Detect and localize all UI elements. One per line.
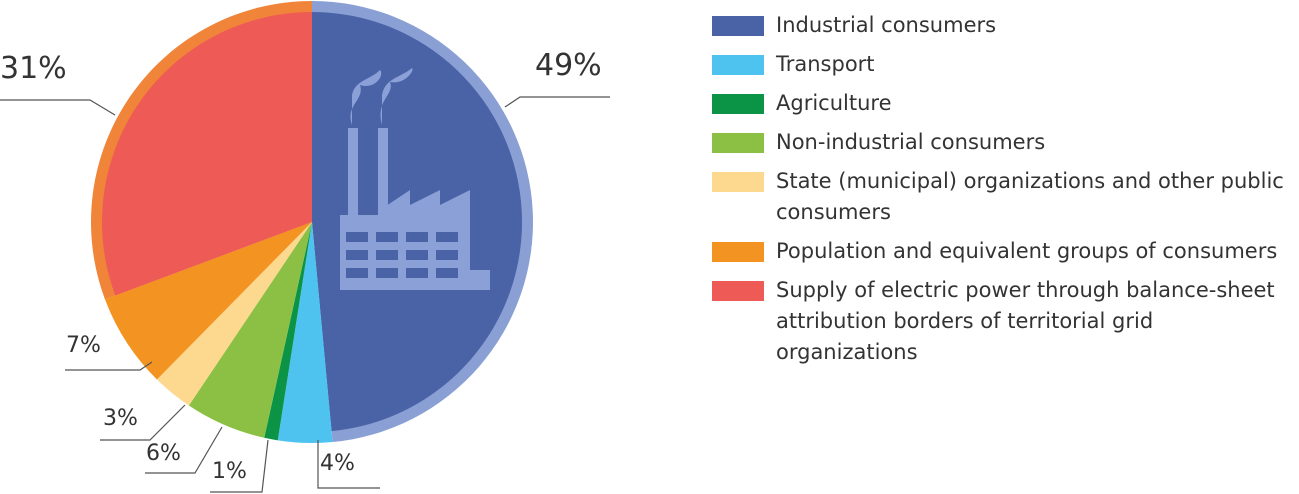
icon-window xyxy=(346,250,368,260)
slice xyxy=(156,222,312,406)
legend-item: Agriculture xyxy=(712,88,1297,119)
legend-swatch xyxy=(712,55,764,75)
icon xyxy=(350,68,413,125)
icon-window xyxy=(346,232,368,242)
icon-window xyxy=(376,268,398,278)
leader-line xyxy=(317,440,380,489)
legend-item: Industrial consumers xyxy=(712,10,1297,41)
leader-line xyxy=(0,99,116,116)
icon-window xyxy=(436,250,458,260)
legend-item: State (municipal) organizations and othe… xyxy=(712,166,1297,228)
slice xyxy=(264,222,312,441)
legend-item: Supply of electric power through balance… xyxy=(712,275,1297,368)
leader-line xyxy=(145,426,223,474)
legend-swatch xyxy=(712,172,764,192)
legend-swatch xyxy=(712,133,764,153)
slice xyxy=(104,222,312,380)
icon-window xyxy=(376,232,398,242)
data-label: 7% xyxy=(66,333,101,358)
icon-window xyxy=(406,250,428,260)
icon-window xyxy=(376,250,398,260)
legend-swatch xyxy=(712,16,764,36)
slice xyxy=(277,222,333,443)
leader-line xyxy=(210,439,269,493)
icon-window xyxy=(436,232,458,242)
icon-window xyxy=(346,268,368,278)
legend-swatch xyxy=(712,242,764,262)
leader-line xyxy=(504,96,610,108)
slice-core xyxy=(101,12,312,296)
icon xyxy=(348,128,358,218)
legend-swatch xyxy=(712,281,764,301)
legend-label: Non-industrial consumers xyxy=(776,130,1046,154)
legend-swatch xyxy=(712,94,764,114)
data-label: 31% xyxy=(0,51,67,86)
chart: 49% 4% 1% 6% 3% 7% 31% xyxy=(0,1,610,493)
icon-window xyxy=(406,232,428,242)
icon-window xyxy=(436,268,458,278)
leader-line xyxy=(65,361,153,371)
data-label: 3% xyxy=(103,406,138,431)
legend-item: Transport xyxy=(712,49,1297,80)
legend-item: Non-industrial consumers xyxy=(712,127,1297,158)
legend-label: Population and equivalent groups of cons… xyxy=(776,239,1278,263)
icon-window xyxy=(406,268,428,278)
legend-item: Population and equivalent groups of cons… xyxy=(712,236,1297,267)
data-label: 49% xyxy=(535,48,602,83)
data-label: 6% xyxy=(146,441,181,466)
legend-label: Agriculture xyxy=(776,91,892,115)
leader-line xyxy=(100,404,186,441)
legend-label: Industrial consumers xyxy=(776,13,997,37)
legend-label: Transport xyxy=(776,52,875,76)
data-label: 1% xyxy=(212,459,247,484)
data-label: 4% xyxy=(320,451,355,476)
icon xyxy=(378,128,388,218)
slice xyxy=(90,1,312,300)
slice xyxy=(188,222,312,438)
legend: Industrial consumers Transport Agriculture… xyxy=(712,10,1297,376)
legend-label: Supply of electric power through balance… xyxy=(776,278,1275,364)
legend-label: State (municipal) organizations and othe… xyxy=(776,169,1284,224)
